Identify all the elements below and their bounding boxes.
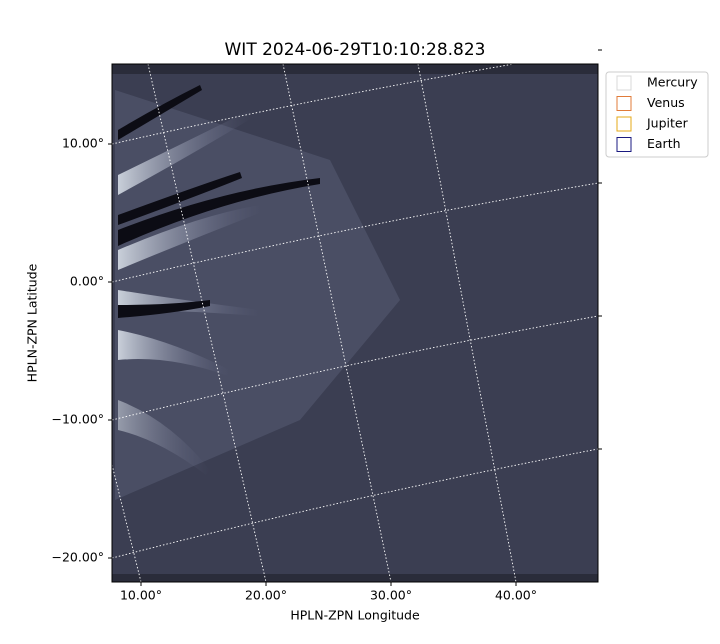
y-axis-label: HPLN-ZPN Latitude	[25, 263, 40, 382]
y-tick-label: 0.00°	[70, 274, 104, 289]
x-tick-label: 40.00°	[495, 588, 537, 603]
grid-line	[282, 64, 392, 582]
image-edge	[112, 574, 598, 582]
plot-frame	[111, 63, 599, 583]
grid-line	[417, 64, 517, 582]
image-area	[112, 64, 598, 582]
grid-line	[112, 182, 598, 283]
legend-swatch	[616, 116, 632, 132]
legend-label: Mercury	[647, 75, 698, 90]
image-edge	[112, 64, 598, 74]
legend: Mercury Venus Jupiter Earth	[605, 71, 709, 158]
y-tick-label: −10.00°	[51, 412, 104, 427]
legend-swatch	[616, 75, 632, 91]
grid-line	[147, 64, 267, 582]
x-tick-label: 20.00°	[245, 588, 287, 603]
grid-line	[112, 462, 142, 582]
x-tick-label: 30.00°	[370, 588, 412, 603]
streaks	[115, 85, 400, 500]
x-tick-label: 10.00°	[120, 588, 162, 603]
x-axis-label: HPLN-ZPN Longitude	[290, 608, 420, 623]
legend-swatch	[616, 96, 632, 111]
legend-swatch	[616, 137, 632, 152]
grid	[112, 64, 598, 582]
legend-label: Earth	[647, 136, 681, 151]
chart-title: WIT 2024-06-29T10:10:28.823	[225, 40, 486, 60]
grid-line	[112, 315, 598, 421]
grid-line	[112, 448, 598, 559]
y-tick-label: 10.00°	[62, 136, 104, 151]
legend-box	[605, 71, 709, 158]
legend-label: Venus	[647, 95, 685, 110]
legend-label: Jupiter	[646, 116, 689, 131]
y-tick-label: −20.00°	[51, 550, 104, 565]
